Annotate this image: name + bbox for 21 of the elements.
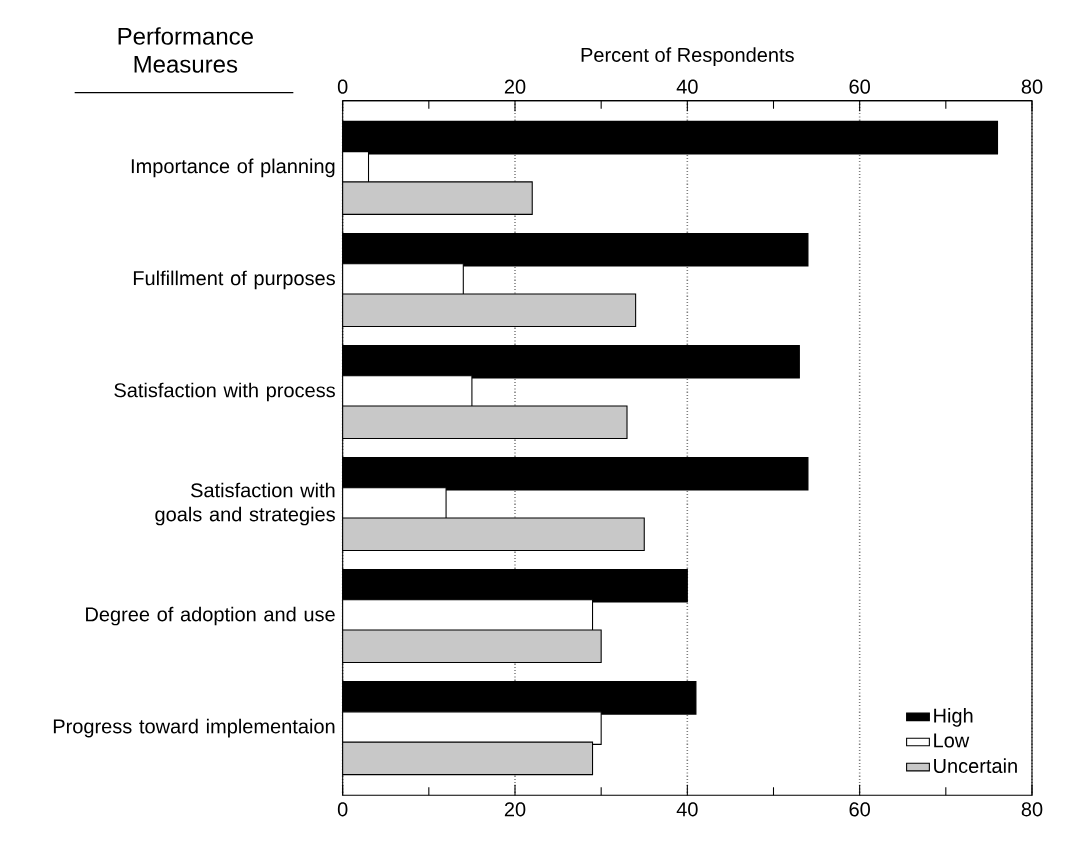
x-tick-label: 60 (849, 802, 870, 817)
x2-tick-label: 80 (1021, 79, 1043, 94)
y-tick-label: Progress toward implementaion (53, 718, 335, 738)
x2-tick-label: 0 (337, 79, 348, 94)
y-tick-label: Satisfaction with goals and strategies (155, 482, 335, 526)
x-tick-label: 0 (337, 802, 348, 817)
x-tick-label: 40 (676, 802, 698, 817)
x-tick-label: 80 (1021, 802, 1043, 817)
x2-tick-label: 40 (676, 79, 698, 94)
legend-label: Uncertain (934, 758, 1017, 774)
x-tick-label: 20 (504, 802, 526, 817)
y-tick-label: Importance of planning (131, 158, 335, 178)
legend-label: Low (934, 733, 970, 748)
x2-tick-label: 60 (849, 79, 870, 94)
y-axis-title: Performance Measures (118, 27, 253, 73)
legend-label: High (934, 708, 973, 727)
y-tick-label: Satisfaction with process (114, 382, 335, 402)
x2-axis-title: Percent of Respondents (581, 47, 794, 66)
y-tick-label: Degree of adoption and use (86, 606, 335, 626)
y-tick-label: Fulfillment of purposes (133, 270, 335, 290)
x2-tick-label: 20 (504, 79, 526, 94)
